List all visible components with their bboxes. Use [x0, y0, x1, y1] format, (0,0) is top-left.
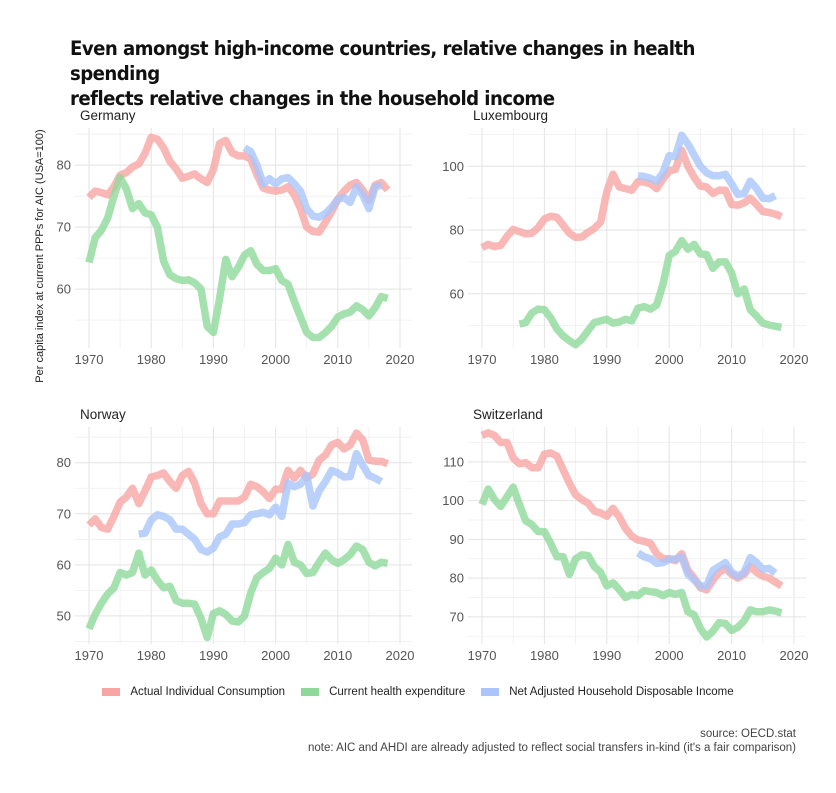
x-tick-label: 2000 [261, 352, 290, 367]
facet-panel-norway: Norway 50 60 70 80 1970 1980 1990 2000 2010 2020 [57, 407, 415, 663]
y-tick-label: 80 [450, 223, 464, 238]
y-tick-label: 70 [57, 220, 71, 235]
x-tick-label: 2010 [717, 352, 746, 367]
series-line-net-adjusted-household-disposable-income [636, 549, 778, 590]
y-tick-label: 60 [57, 282, 71, 297]
series-line-actual-individual-consumption [86, 133, 391, 236]
y-tick-label: 100 [442, 159, 464, 174]
x-tick-label: 2010 [717, 648, 746, 663]
caption-source: source: OECD.stat [700, 728, 796, 740]
series-line-net-adjusted-household-disposable-income [138, 449, 384, 556]
x-tick-label: 1990 [199, 648, 228, 663]
legend-label-aic: Actual Individual Consumption [130, 686, 286, 698]
y-tick-label: 80 [450, 571, 464, 586]
y-tick-label: 60 [57, 557, 71, 572]
x-tick-label: 1970 [75, 648, 104, 663]
series-line-net-adjusted-household-disposable-income [242, 144, 383, 221]
y-tick-label: 110 [443, 454, 464, 469]
x-tick-label: 1970 [468, 648, 497, 663]
y-tick-label: 90 [450, 532, 464, 547]
series-line-current-health-expenditure [85, 540, 389, 642]
legend: Actual Individual Consumption Current he… [0, 686, 836, 698]
series-line-net-adjusted-household-disposable-income [637, 131, 777, 203]
legend-item-aic: Actual Individual Consumption [102, 686, 285, 698]
series-line-actual-individual-consumption [86, 429, 390, 533]
x-tick-label: 2010 [323, 648, 352, 663]
facet-panel-luxembourg: Luxembourg 60 80 100 1970 1980 1990 2000 2010 202… [442, 108, 808, 367]
legend-item-income: Net Adjusted Household Disposable Income [481, 686, 734, 698]
series-line-current-health-expenditure [518, 236, 783, 349]
y-tick-label: 70 [57, 506, 71, 521]
x-tick-label: 1990 [592, 648, 621, 663]
facet-title: Luxembourg [473, 108, 548, 123]
y-tick-label: 70 [450, 609, 464, 624]
facet-title: Norway [80, 407, 126, 422]
series-line-current-health-expenditure [85, 173, 389, 342]
y-tick-label: 50 [57, 608, 71, 623]
legend-key-health [301, 688, 320, 696]
y-tick-label: 60 [450, 286, 464, 301]
y-tick-label: 100 [442, 493, 464, 508]
facet-panel-switzerland: Switzerland 70 80 90 100 110 1970 1980 1990 2000 2… [442, 407, 808, 663]
x-tick-label: 1980 [137, 352, 166, 367]
legend-label-health: Current health expenditure [329, 686, 466, 698]
legend-item-health: Current health expenditure [301, 686, 465, 698]
x-tick-label: 1990 [592, 352, 621, 367]
caption: source: OECD.stat note: AIC and AHDI are… [308, 727, 796, 755]
legend-key-aic [102, 688, 121, 696]
facet-title: Switzerland [473, 407, 543, 422]
chart-title-line-2: reflects relative changes in the househo… [70, 87, 555, 110]
x-tick-label: 2020 [386, 648, 415, 663]
chart-title: Even amongst high-income countries, rela… [70, 36, 777, 111]
x-tick-label: 2020 [386, 352, 415, 367]
x-tick-label: 2020 [780, 648, 809, 663]
facet-panel-germany: Germany 60 70 80 1970 1980 1990 2000 2010 2020 [57, 108, 415, 367]
x-tick-label: 1980 [137, 648, 166, 663]
facet-title: Germany [80, 108, 136, 123]
series-line-actual-individual-consumption [480, 146, 783, 251]
y-tick-label: 80 [57, 158, 71, 173]
x-tick-label: 1970 [468, 352, 497, 367]
x-tick-label: 2000 [655, 648, 684, 663]
x-tick-label: 2010 [323, 352, 352, 367]
x-tick-label: 2020 [780, 352, 809, 367]
x-tick-label: 1980 [530, 648, 559, 663]
x-tick-label: 1990 [199, 352, 228, 367]
y-tick-label: 80 [57, 455, 71, 470]
chart-title-line-1: Even amongst high-income countries, rela… [70, 37, 695, 85]
x-tick-label: 2000 [261, 648, 290, 663]
legend-label-income: Net Adjusted Household Disposable Income [509, 686, 734, 698]
x-tick-label: 2000 [655, 352, 684, 367]
x-tick-label: 1980 [530, 352, 559, 367]
caption-note: note: AIC and AHDI are already adjusted … [308, 742, 796, 754]
x-tick-label: 1970 [75, 352, 104, 367]
series-line-current-health-expenditure [478, 483, 783, 641]
legend-key-income [481, 688, 500, 696]
series-line-actual-individual-consumption [480, 429, 784, 594]
